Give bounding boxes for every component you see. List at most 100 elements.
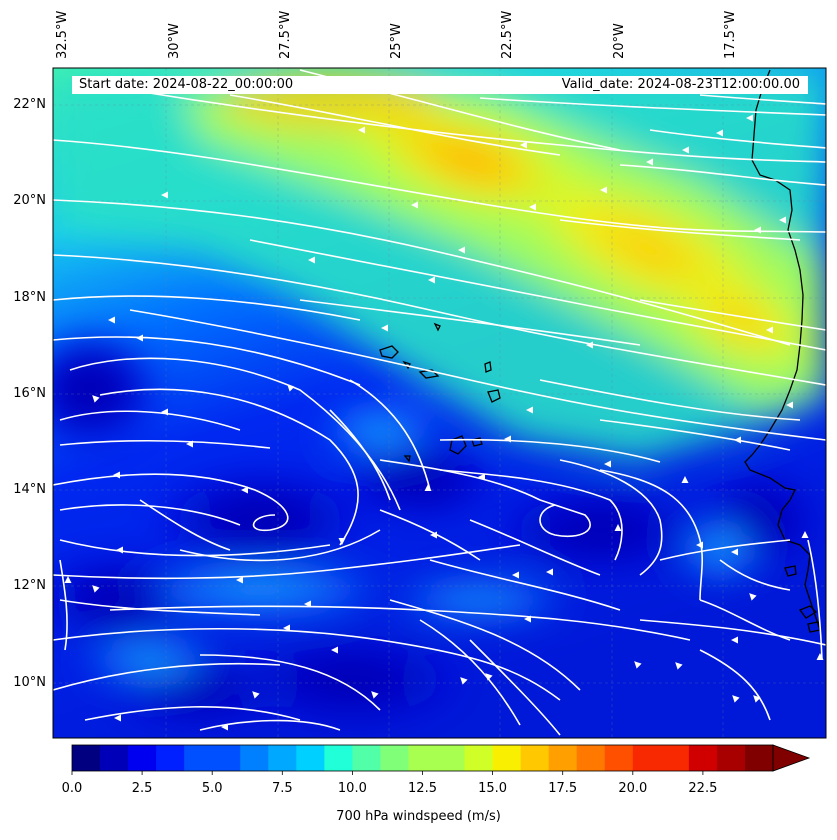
colorbar-tick-label: 22.5 [688,781,718,796]
streamline [659,539,791,561]
streamline [179,529,381,562]
colorbar-tick-label: 0.0 [61,781,83,796]
streamline-arrow [546,568,553,576]
streamline-arrow [338,538,346,545]
streamline-arrow [524,615,531,623]
streamline-arrow [478,473,485,481]
streamline-arrow [241,486,248,494]
valid-date-label: Valid_date: 2024-08-23T12:00:00.00 [561,77,800,92]
streamline-arrow [600,186,607,194]
streamline-arrow [428,276,435,284]
streamline-arrow [731,636,738,644]
streamline [99,388,359,546]
streamline [539,499,591,538]
streamline [389,599,581,691]
streamline-arrow [136,334,143,342]
streamline [53,336,361,386]
streamline-arrow [731,548,738,556]
streamline [199,654,381,711]
streamline [53,199,791,346]
streamline-arrow [331,646,338,654]
coastlines [379,69,821,633]
colorbar-segment [212,745,241,771]
streamline-arrow [114,714,121,722]
streamline-arrow [779,216,786,224]
streamline-arrow [801,531,809,538]
lat-label-12n: 12°N [13,578,46,593]
streamline-arrow [681,476,689,483]
streamline [699,599,791,641]
colorbar-segment [296,745,325,771]
streamline [59,539,331,557]
streamline-arrow [381,324,388,332]
streamline [559,219,801,241]
streamline [249,239,826,351]
lat-label-20n: 20°N [13,193,46,208]
map-frame [52,67,827,739]
lat-label-10n: 10°N [13,675,46,690]
streamline-arrow [283,624,290,632]
lon-label-17-5w: 17.5°W [723,10,738,59]
lat-label-14n: 14°N [13,482,46,497]
streamline-arrow [734,436,741,444]
lat-label-18n: 18°N [13,290,46,305]
colorbar-segment [324,745,353,771]
streamline-arrow [716,129,723,137]
streamline [469,519,601,576]
streamline [53,662,281,691]
streamline-arrow [504,435,511,443]
streamline-arrow [64,576,72,583]
streamline [129,309,826,441]
colorbar-segment [632,745,662,771]
colorbar-segment [380,745,410,771]
streamline-arrow [646,158,653,166]
colorbar-tick-label: 5.0 [201,781,223,796]
streamline [59,439,271,449]
streamline [599,419,791,451]
colorbar-segment [408,745,438,771]
streamline-arrow [161,408,168,416]
colorbar-tick-label: 17.5 [548,781,578,796]
lon-label-27-5w: 27.5°W [278,10,293,59]
streamline-arrow [186,440,193,448]
streamline-arrow [766,326,773,334]
colorbar-segment [128,745,157,771]
colorbar-tick-label: 7.5 [271,781,293,796]
streamline [649,129,826,149]
streamline [807,539,823,661]
colorbar-tick-label: 2.5 [131,781,153,796]
colorbar-segment [548,745,578,771]
streamline [469,639,561,736]
colorbar-segment [436,745,466,771]
streamline [84,706,301,721]
streamline [199,719,341,731]
colorbar-segment [576,745,606,771]
start-date-label: Start date: 2024-08-22_00:00:00 [79,77,294,92]
streamline-arrow [108,316,115,324]
colorbar-tick-label: 12.5 [408,781,437,796]
streamline-arrow [424,484,432,491]
colorbar-tick-label: 15.0 [478,781,508,796]
colorbar-segment [660,745,690,771]
streamline [479,97,826,116]
colorbar-segment [184,745,213,771]
streamline-arrow [520,141,527,149]
streamline [329,409,391,501]
streamline [419,619,521,726]
streamline-arrow [287,384,295,392]
streamline [53,473,289,532]
streamline-arrow [358,126,365,134]
streamline-arrow [682,146,689,154]
streamline [559,459,663,576]
streamline-arrow [236,576,243,584]
streamline-arrow [586,341,593,349]
colorbar-segment [716,745,746,771]
streamline-arrow [221,723,228,731]
streamline-arrow [816,653,824,660]
colorbar-segment [240,745,269,771]
lat-label-22n: 22°N [13,97,46,112]
streamline-arrow [529,203,536,211]
streamline [639,299,826,331]
lon-label-30w: 30°W [167,23,182,59]
